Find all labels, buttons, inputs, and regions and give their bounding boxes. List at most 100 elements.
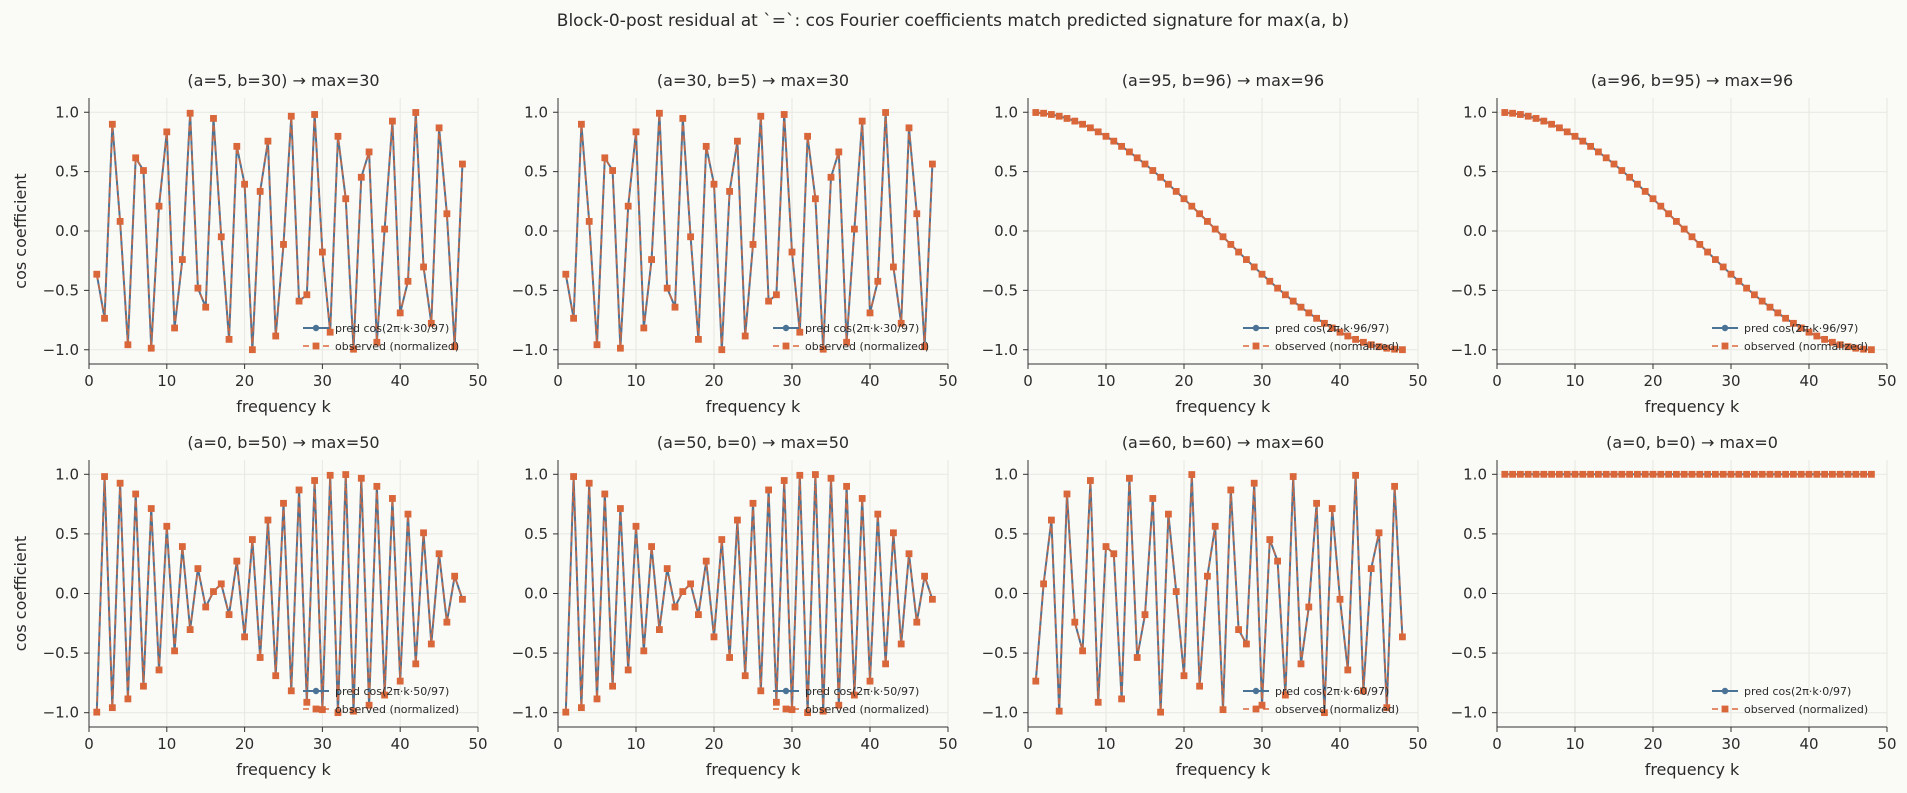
observed-point bbox=[365, 701, 373, 709]
observed-point bbox=[1649, 470, 1657, 478]
x-tick-label: 20 bbox=[235, 372, 254, 390]
subplot-title: (a=50, b=0) → max=50 bbox=[657, 433, 849, 452]
observed-point bbox=[1852, 344, 1860, 352]
x-tick-label: 10 bbox=[1096, 372, 1115, 390]
observed-point bbox=[1844, 470, 1852, 478]
observed-point bbox=[1602, 154, 1610, 162]
x-tick-label: 50 bbox=[938, 372, 957, 390]
legend-pred-marker bbox=[1721, 687, 1729, 695]
observed-point bbox=[1680, 225, 1688, 233]
observed-point bbox=[741, 672, 749, 680]
y-tick-label: 0.5 bbox=[994, 163, 1018, 181]
observed-point bbox=[303, 698, 311, 706]
observed-point bbox=[858, 117, 866, 125]
y-tick-label: 0.0 bbox=[524, 585, 548, 603]
observed-point bbox=[1758, 297, 1766, 305]
legend-pred-label: pred cos(2π·k·96/97) bbox=[1275, 322, 1389, 335]
observed-point bbox=[929, 160, 936, 168]
observed-point bbox=[897, 640, 905, 648]
observed-point bbox=[350, 345, 357, 353]
observed-point bbox=[648, 256, 655, 263]
observed-point bbox=[1618, 470, 1626, 478]
observed-point bbox=[1540, 470, 1548, 478]
observed-point bbox=[264, 516, 272, 524]
observed-point bbox=[874, 277, 882, 285]
legend-observed-marker bbox=[1721, 705, 1729, 713]
observed-point bbox=[1797, 324, 1805, 332]
observed-point bbox=[726, 654, 733, 661]
observed-point bbox=[804, 709, 811, 717]
observed-point bbox=[749, 241, 757, 248]
y-tick-label: 1.0 bbox=[55, 103, 79, 121]
subplot-grid: 0 10 20 30 40 50 −1.0 −0.5 0.0 0.5 1.0 (a=5, b=30) … bbox=[11, 71, 1897, 779]
subplot-3: 0 10 20 30 40 50 −1.0 −0.5 0.0 0.5 1.0 (a=95, b=96)… bbox=[982, 71, 1428, 416]
x-tick-label: 10 bbox=[157, 372, 176, 390]
observed-point bbox=[812, 471, 819, 478]
legend-pred-marker bbox=[312, 324, 320, 332]
observed-point bbox=[632, 128, 640, 136]
legend-pred-label: pred cos(2π·k·50/97) bbox=[805, 685, 919, 698]
observed-point bbox=[1360, 687, 1367, 695]
y-tick-label: 0.5 bbox=[524, 525, 548, 543]
legend: pred cos(2π·k·96/97) observed (normalized… bbox=[1712, 322, 1868, 353]
observed-point bbox=[796, 328, 804, 336]
legend-observed-label: observed (normalized) bbox=[1275, 340, 1399, 353]
observed-point bbox=[225, 611, 233, 619]
observed-point bbox=[1180, 195, 1188, 203]
observed-point bbox=[593, 695, 601, 703]
observed-point bbox=[866, 309, 874, 317]
observed-point bbox=[1766, 303, 1774, 311]
observed-point bbox=[1172, 187, 1180, 195]
y-tick-label: −0.5 bbox=[982, 281, 1018, 299]
observed-point bbox=[1227, 486, 1235, 494]
observed-point bbox=[1219, 706, 1227, 714]
observed-point bbox=[311, 477, 319, 484]
observed-point bbox=[1180, 672, 1188, 680]
legend: pred cos(2π·k·50/97) observed (normalized… bbox=[773, 685, 929, 716]
observed-point bbox=[1352, 335, 1359, 343]
y-axis-label: cos coefficient bbox=[11, 173, 30, 288]
observed-point bbox=[435, 124, 443, 132]
observed-point bbox=[1719, 263, 1727, 271]
observed-point bbox=[1836, 341, 1844, 349]
observed-point bbox=[287, 112, 295, 120]
observed-point bbox=[1110, 137, 1118, 145]
legend-pred-marker bbox=[782, 324, 790, 332]
legend-observed-label: observed (normalized) bbox=[335, 703, 459, 716]
observed-point bbox=[1657, 202, 1665, 210]
observed-point bbox=[1782, 314, 1789, 322]
observed-point bbox=[93, 270, 101, 278]
observed-point bbox=[796, 471, 804, 479]
observed-point bbox=[1313, 314, 1320, 322]
observed-point bbox=[1110, 550, 1118, 558]
observed-point bbox=[1680, 470, 1688, 478]
observed-point bbox=[1102, 132, 1110, 140]
y-tick-label: 1.0 bbox=[524, 465, 548, 483]
observed-point bbox=[835, 148, 843, 156]
subplot-title: (a=60, b=60) → max=60 bbox=[1122, 433, 1324, 452]
observed-point bbox=[1399, 633, 1406, 641]
observed-point bbox=[1032, 109, 1040, 116]
observed-point bbox=[1243, 640, 1250, 648]
y-tick-label: −1.0 bbox=[1451, 704, 1487, 722]
observed-point bbox=[1149, 495, 1157, 502]
observed-point bbox=[1610, 470, 1618, 478]
observed-point bbox=[194, 284, 202, 292]
legend-observed-marker bbox=[312, 342, 320, 350]
observed-point bbox=[1172, 588, 1180, 595]
y-tick-label: −1.0 bbox=[982, 704, 1018, 722]
y-tick-label: 1.0 bbox=[524, 103, 548, 121]
observed-point bbox=[1579, 470, 1587, 478]
x-tick-label: 0 bbox=[1492, 372, 1502, 390]
observed-point bbox=[648, 543, 655, 550]
y-tick-label: −1.0 bbox=[512, 341, 548, 359]
observed-point bbox=[1805, 470, 1813, 478]
observed-point bbox=[272, 332, 280, 340]
legend-pred-label: pred cos(2π·k·30/97) bbox=[805, 322, 919, 335]
observed-point bbox=[905, 124, 913, 132]
legend: pred cos(2π·k·96/97) observed (normalized… bbox=[1243, 322, 1399, 353]
observed-point bbox=[921, 343, 928, 351]
observed-point bbox=[1774, 470, 1782, 478]
legend-observed-marker bbox=[1252, 342, 1260, 350]
observed-point bbox=[217, 580, 225, 588]
